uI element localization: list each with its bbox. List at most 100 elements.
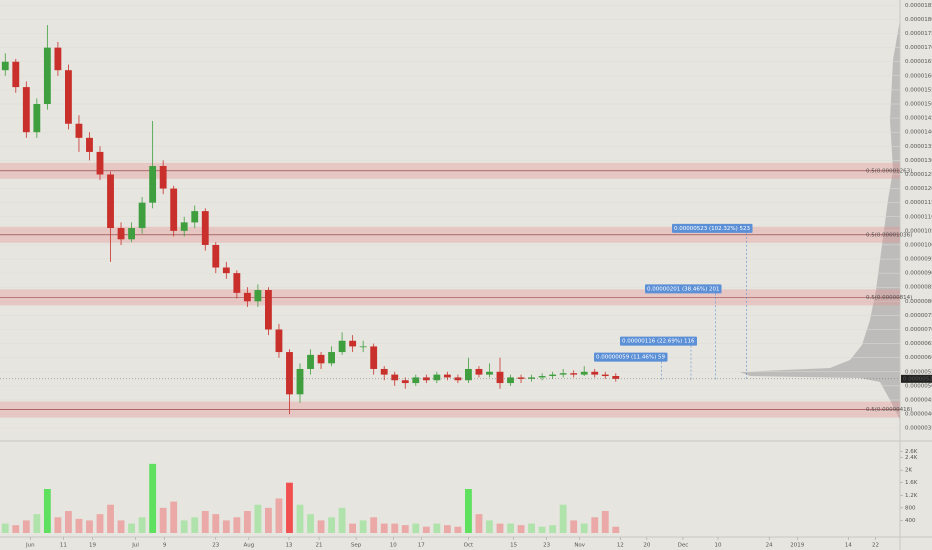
measure-label: 0.00000059 (11.46%) 59: [596, 355, 666, 361]
volume-bar: [412, 523, 420, 533]
candle-body: [22, 87, 30, 133]
measure-box: [620, 336, 697, 346]
volume-bar: [338, 507, 346, 533]
candle-body: [380, 368, 388, 375]
zone-label: 0.5(0.00001263): [866, 168, 912, 174]
zone-label: 0.5(0.00000814): [866, 295, 912, 301]
measure: 0.00000201 (38.46%) 201: [645, 284, 722, 380]
x-tick-label: 23: [212, 543, 219, 549]
x-tick-label: 2019: [790, 543, 804, 549]
y-tick-label: 0.00000850: [905, 285, 932, 291]
volume-bar: [170, 501, 178, 533]
volume-bar: [549, 525, 557, 533]
y-tick-label: 0.00000400: [905, 412, 932, 418]
y-tick-label: 0.00001400: [905, 130, 932, 136]
candle-body: [243, 292, 251, 302]
x-tick-label: 13: [285, 543, 292, 549]
volume-profile: [740, 20, 900, 420]
y-tick-label: 0.00000800: [905, 299, 932, 305]
candle-body: [496, 371, 504, 384]
candle-body: [559, 373, 567, 375]
y-tick-label: 0.00000450: [905, 397, 932, 403]
y-tick-label: 0.00000950: [905, 257, 932, 263]
volume-bar: [128, 523, 135, 533]
volume-bar: [538, 526, 546, 533]
x-tick-label: 11: [60, 543, 67, 549]
volume-bar: [1, 523, 9, 533]
volume-bar: [254, 504, 262, 533]
volume-bar: [107, 504, 114, 533]
volume-bar: [243, 511, 251, 533]
volume-bar: [422, 526, 430, 533]
candle-body: [443, 374, 451, 378]
candle-body: [96, 151, 104, 175]
candle-body: [570, 373, 578, 375]
candle-body: [433, 374, 441, 381]
volume-bar: [433, 523, 441, 533]
x-tick-label: 24: [766, 543, 773, 549]
candle-body: [65, 70, 72, 124]
candle-body: [349, 340, 357, 347]
candle-body: [180, 222, 188, 231]
candle-body: [549, 374, 557, 377]
volume-bar: [349, 523, 357, 533]
candle-body: [191, 211, 199, 223]
y-tick-label: 0.00001250: [905, 172, 932, 178]
volume-bar: [222, 520, 230, 533]
volume-bar: [149, 463, 157, 533]
candle-body: [601, 374, 609, 377]
plot: 0.00000350 0.00000400 0.00000450 0.00000500…: [0, 3, 932, 549]
measure-label: 0.00000201 (38.46%) 201: [647, 286, 720, 292]
candle-body: [391, 374, 399, 381]
x-tick-label: 9: [163, 543, 167, 549]
candle-body: [328, 352, 335, 364]
x-tick-label: 14: [845, 543, 852, 549]
candle-body: [75, 123, 83, 138]
volume-bar: [486, 520, 493, 533]
volume-bar: [286, 482, 293, 533]
y2-tick-label: 2.4K: [905, 455, 918, 461]
y-tick-label: 0.00000700: [905, 327, 932, 333]
candle-body: [317, 354, 325, 364]
candle-body: [612, 376, 620, 379]
x-tick-label: 15: [510, 543, 517, 549]
y-tick-label: 0.00000750: [905, 313, 932, 319]
candle-body: [254, 290, 262, 302]
volume-bar: [43, 489, 51, 533]
x-tick-label: Aug: [243, 543, 254, 549]
y-tick-label: 0.00001450: [905, 116, 932, 122]
volume-bar: [359, 520, 367, 533]
candle-body: [12, 61, 20, 88]
volume-bar: [75, 518, 83, 533]
y-tick-label: 0.00001550: [905, 87, 932, 93]
y2-tick-label: 800: [905, 505, 916, 511]
candle-body: [307, 354, 314, 369]
y2-tick-label: 2.6K: [905, 449, 918, 455]
volume-bar: [296, 504, 304, 533]
x-tick-label: Sep: [351, 543, 362, 549]
y-tick-label: 0.00001200: [905, 186, 932, 192]
volume-bar: [601, 511, 609, 533]
volume-bar: [65, 511, 72, 533]
measure-box: [645, 284, 722, 294]
volume-bar: [328, 517, 335, 533]
y-tick-label: 0.00001050: [905, 228, 932, 234]
y-tick-label: 0.00001350: [905, 144, 932, 150]
y2-tick-label: 400: [905, 518, 916, 524]
candle-body: [412, 377, 420, 384]
volume-bar: [138, 517, 146, 533]
volume-bar: [612, 526, 620, 533]
candle-body: [149, 166, 157, 203]
candle-body: [138, 202, 146, 229]
candle-body: [54, 47, 62, 71]
y-tick-label: 0.00001650: [905, 59, 932, 65]
zone-label: 0.5(0.00000416): [866, 407, 912, 413]
candle-body: [296, 368, 304, 395]
measure: 0.00000523 (102.32%) 523: [672, 223, 753, 380]
volume-bar: [454, 526, 462, 533]
measure-box: [672, 223, 753, 233]
volume-bar: [201, 511, 209, 533]
candle-body: [159, 166, 167, 189]
volume-bar: [496, 523, 504, 533]
